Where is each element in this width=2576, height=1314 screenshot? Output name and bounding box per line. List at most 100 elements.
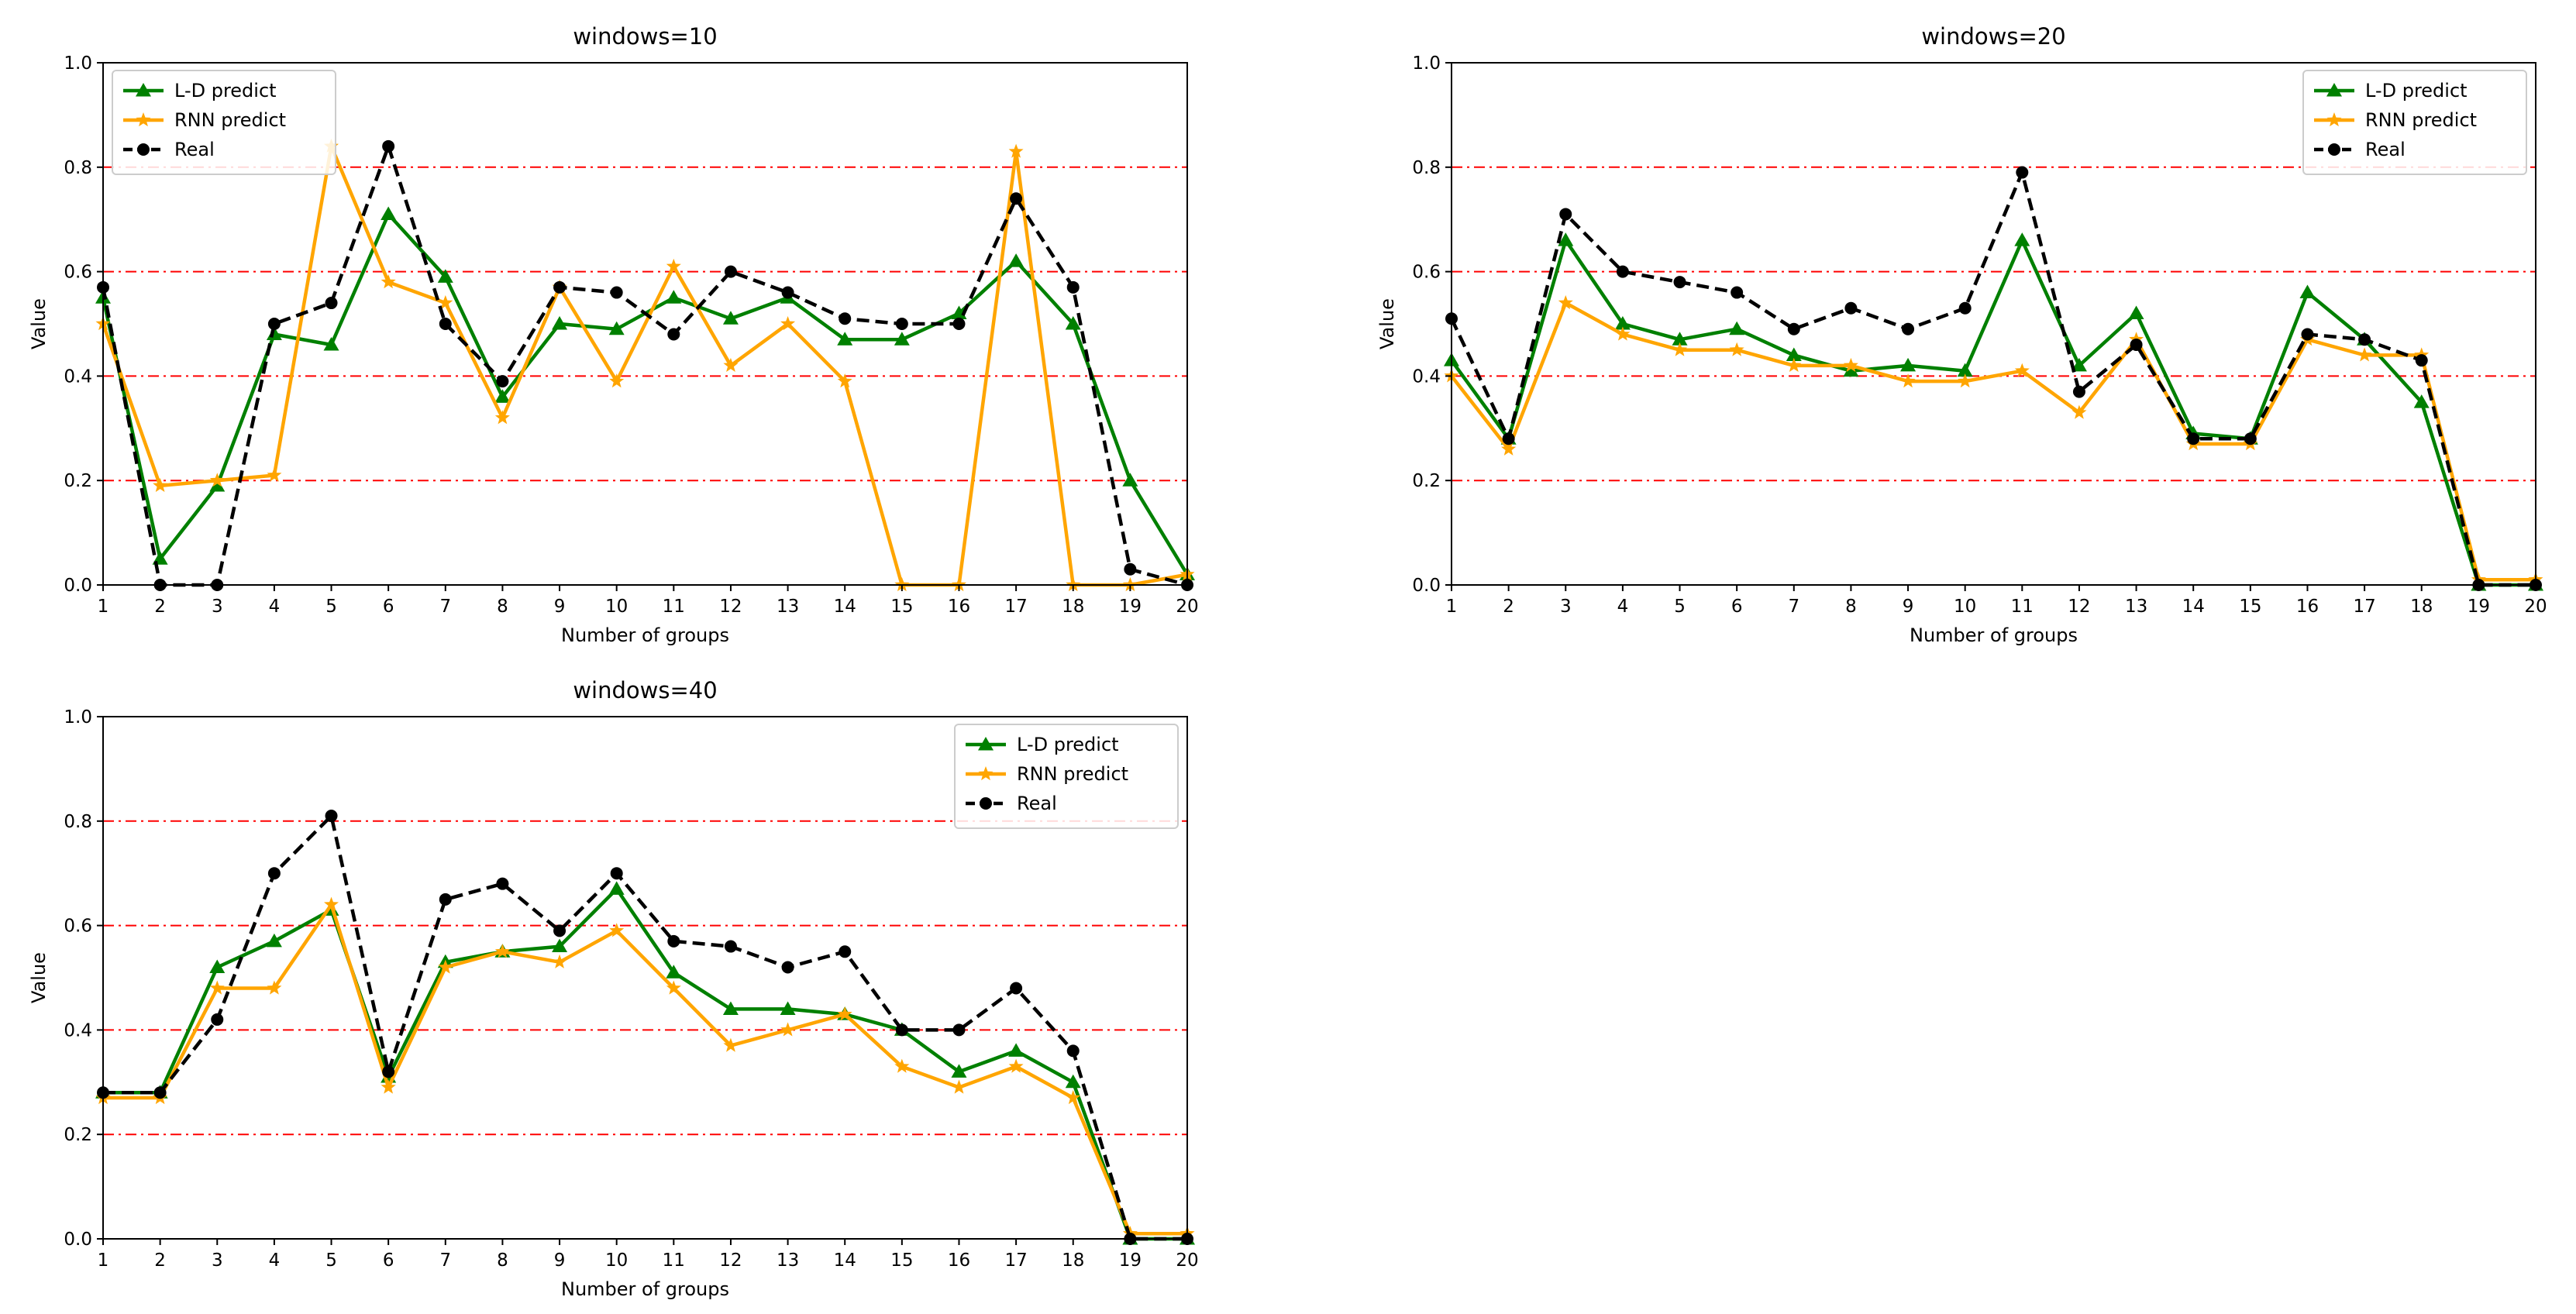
star-marker — [1558, 295, 1573, 310]
circle-marker — [325, 810, 338, 823]
x-axis-label: Number of groups — [1910, 624, 2078, 646]
star-marker — [1501, 441, 1517, 456]
x-tick-label: 3 — [212, 597, 223, 617]
star-marker — [494, 944, 510, 958]
x-tick-label: 20 — [1176, 597, 1198, 617]
star-marker — [666, 980, 681, 995]
star-marker — [2357, 347, 2372, 362]
triangle-marker — [894, 332, 910, 346]
legend-label: Real — [1017, 793, 1057, 814]
circle-marker — [895, 318, 908, 330]
x-tick-label: 4 — [269, 597, 281, 617]
circle-marker — [839, 312, 852, 325]
legend-label: L-D predict — [2365, 80, 2468, 101]
x-tick-label: 11 — [2011, 597, 2034, 617]
y-axis-label: Value — [28, 952, 50, 1003]
circle-marker — [781, 286, 794, 299]
circle-marker — [267, 318, 281, 330]
circle-marker — [781, 961, 794, 974]
star-marker — [324, 896, 339, 911]
triangle-marker — [2413, 394, 2430, 408]
y-tick-label: 1.0 — [64, 707, 92, 728]
star-marker — [209, 980, 225, 995]
x-tick-label: 6 — [383, 1250, 394, 1271]
triangle-marker — [780, 1001, 796, 1015]
circle-marker — [267, 867, 281, 880]
star-marker — [136, 112, 151, 127]
star-marker — [666, 258, 681, 273]
triangle-marker — [666, 965, 682, 979]
star-marker — [1615, 326, 1631, 341]
circle-marker — [1559, 208, 1572, 221]
legend-box — [112, 70, 336, 175]
x-tick-label: 2 — [1503, 597, 1514, 617]
circle-marker — [153, 1086, 167, 1099]
star-marker — [609, 373, 625, 388]
y-tick-label: 0.0 — [64, 576, 92, 596]
triangle-marker — [1786, 347, 1802, 361]
x-tick-label: 12 — [719, 1250, 742, 1271]
x-tick-label: 13 — [777, 1250, 799, 1271]
x-tick-label: 8 — [497, 1250, 508, 1271]
x-tick-label: 13 — [2125, 597, 2147, 617]
triangle-marker — [2299, 284, 2316, 299]
triangle-marker — [2326, 83, 2342, 97]
y-tick-label: 0.2 — [1412, 471, 1441, 491]
y-tick-label: 0.6 — [1412, 263, 1441, 283]
chart-title: windows=20 — [1921, 23, 2065, 50]
triangle-marker — [1900, 357, 1917, 372]
star-marker — [1900, 373, 1916, 388]
star-marker — [438, 959, 453, 974]
x-tick-label: 1 — [98, 597, 109, 617]
triangle-marker — [552, 316, 568, 330]
y-tick-label: 0.4 — [64, 1020, 92, 1041]
x-tick-label: 14 — [834, 597, 856, 617]
star-marker — [2014, 363, 2030, 377]
x-tick-label: 18 — [2410, 597, 2433, 617]
circle-marker — [2415, 354, 2428, 367]
triangle-marker — [209, 477, 226, 492]
x-tick-label: 7 — [439, 1250, 451, 1271]
circle-marker — [1673, 276, 1686, 289]
x-tick-label: 19 — [2468, 597, 2490, 617]
y-tick-label: 0.4 — [64, 366, 92, 387]
y-tick-label: 1.0 — [64, 53, 92, 74]
x-tick-label: 8 — [497, 597, 508, 617]
x-tick-label: 10 — [1954, 597, 1976, 617]
legend-box — [2302, 70, 2527, 175]
triangle-marker — [323, 336, 339, 351]
circle-marker — [2130, 338, 2143, 351]
x-tick-label: 16 — [948, 597, 970, 617]
triangle-marker — [978, 737, 994, 751]
circle-marker — [952, 1023, 966, 1037]
x-tick-label: 16 — [2296, 597, 2319, 617]
circle-marker — [610, 867, 623, 880]
circle-marker — [2244, 432, 2257, 445]
legend-label: Real — [174, 139, 215, 160]
triangle-marker — [1843, 363, 1859, 377]
circle-marker — [439, 893, 452, 906]
axes-frame — [102, 62, 1188, 586]
star-marker — [837, 1006, 852, 1021]
circle-marker — [382, 139, 395, 153]
circle-marker — [1010, 982, 1023, 995]
legend-label: Real — [2365, 139, 2406, 160]
chart-title: windows=40 — [573, 677, 717, 703]
x-tick-label: 2 — [154, 597, 166, 617]
x-tick-label: 20 — [1176, 1250, 1198, 1271]
x-tick-label: 15 — [890, 1250, 913, 1271]
star-marker — [1008, 1058, 1024, 1073]
x-tick-label: 18 — [1062, 1250, 1084, 1271]
triangle-marker — [266, 933, 282, 948]
axes-frame — [1451, 62, 2536, 586]
star-marker — [267, 467, 282, 482]
star-marker — [1008, 143, 1024, 158]
circle-marker — [2016, 166, 2029, 179]
chart-title: windows=10 — [573, 23, 717, 50]
triangle-marker — [1729, 321, 1745, 335]
legend-label: L-D predict — [1017, 734, 1119, 755]
star-marker — [153, 477, 168, 492]
star-marker — [494, 410, 510, 425]
x-tick-label: 15 — [2239, 597, 2261, 617]
x-tick-label: 6 — [383, 597, 394, 617]
